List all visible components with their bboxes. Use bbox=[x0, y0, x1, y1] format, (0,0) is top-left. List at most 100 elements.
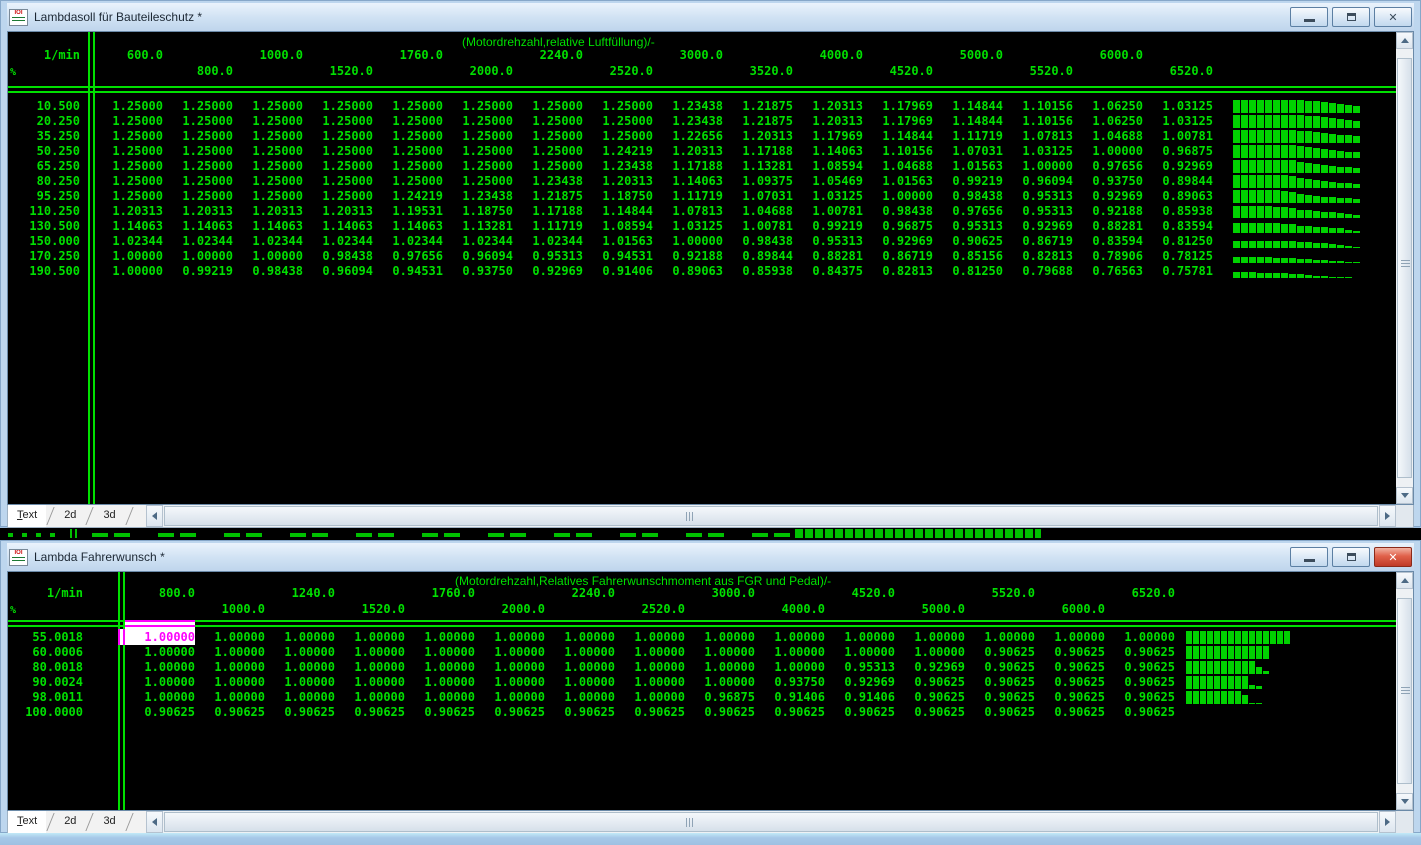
scroll-up-button[interactable] bbox=[1396, 572, 1413, 589]
horizontal-scroll-track[interactable] bbox=[162, 505, 1379, 527]
table-cell[interactable]: 0.94531 bbox=[602, 249, 653, 263]
table-cell[interactable]: 1.25000 bbox=[322, 174, 373, 188]
table-cell[interactable]: 1.25000 bbox=[252, 99, 303, 113]
scroll-right-button[interactable] bbox=[1379, 505, 1396, 527]
table-cell[interactable]: 1.14063 bbox=[672, 174, 723, 188]
vertical-scroll-track[interactable] bbox=[1396, 589, 1413, 793]
table-cell[interactable]: 0.90625 bbox=[144, 705, 195, 719]
tab-text[interactable]: Text bbox=[8, 505, 47, 527]
tab-2d[interactable]: 2d bbox=[64, 509, 77, 521]
table-cell[interactable]: 1.25000 bbox=[532, 114, 583, 128]
table-cell[interactable]: 0.84375 bbox=[812, 264, 863, 278]
table-cell[interactable]: 1.17188 bbox=[532, 204, 583, 218]
table-cell[interactable]: 1.00000 bbox=[882, 189, 933, 203]
table-cell[interactable]: 1.00000 bbox=[494, 675, 545, 689]
minimize-button[interactable] bbox=[1290, 7, 1328, 27]
table-cell[interactable]: 1.00000 bbox=[284, 660, 335, 674]
table-cell[interactable]: 1.00000 bbox=[284, 690, 335, 704]
table-cell[interactable]: 1.25000 bbox=[532, 129, 583, 143]
tab-text[interactable]: Text bbox=[8, 811, 47, 833]
table-cell[interactable]: 1.13281 bbox=[742, 159, 793, 173]
table-cell[interactable]: 1.13281 bbox=[462, 219, 513, 233]
table-cell[interactable]: 1.00000 bbox=[424, 630, 475, 644]
window-icon[interactable]: IOI bbox=[9, 8, 28, 26]
table-cell[interactable]: 0.90625 bbox=[914, 675, 965, 689]
table-cell[interactable]: 1.00000 bbox=[1054, 630, 1105, 644]
table-cell[interactable]: 1.03125 bbox=[1022, 144, 1073, 158]
table-cell[interactable]: 1.00000 bbox=[354, 660, 405, 674]
table-cell[interactable]: 1.00000 bbox=[774, 645, 825, 659]
table-cell[interactable]: 1.25000 bbox=[322, 129, 373, 143]
table-cell[interactable]: 1.19531 bbox=[392, 204, 443, 218]
table-cell[interactable]: 1.00000 bbox=[354, 630, 405, 644]
table-cell[interactable]: 1.00000 bbox=[284, 630, 335, 644]
table-cell[interactable]: 1.00000 bbox=[1022, 159, 1073, 173]
table-cell[interactable]: 1.25000 bbox=[252, 114, 303, 128]
table-cell[interactable]: 0.82813 bbox=[882, 264, 933, 278]
table-cell[interactable]: 1.00000 bbox=[704, 645, 755, 659]
table-cell[interactable]: 1.02344 bbox=[182, 234, 233, 248]
table-cell[interactable]: 1.25000 bbox=[112, 114, 163, 128]
table-cell[interactable]: 0.90625 bbox=[564, 705, 615, 719]
table-cell[interactable]: 0.94531 bbox=[392, 264, 443, 278]
table-cell[interactable]: 0.90625 bbox=[1054, 675, 1105, 689]
table-cell[interactable]: 1.14844 bbox=[952, 114, 1003, 128]
table-cell[interactable]: 0.93750 bbox=[1092, 174, 1143, 188]
table-cell[interactable]: 0.85938 bbox=[1162, 204, 1213, 218]
table-cell[interactable]: 1.02344 bbox=[392, 234, 443, 248]
table-cell[interactable]: 1.25000 bbox=[112, 159, 163, 173]
table-cell[interactable]: 0.95313 bbox=[1022, 189, 1073, 203]
table-cell[interactable]: 1.24219 bbox=[392, 189, 443, 203]
table-cell[interactable]: 1.25000 bbox=[252, 189, 303, 203]
table-cell[interactable]: 1.00000 bbox=[494, 690, 545, 704]
table-cell[interactable]: 1.07031 bbox=[742, 189, 793, 203]
table-cell[interactable]: 1.25000 bbox=[112, 99, 163, 113]
table-cell[interactable]: 1.00000 bbox=[634, 690, 685, 704]
table-cell[interactable]: 1.00000 bbox=[125, 627, 195, 645]
table-cell[interactable]: 1.17969 bbox=[882, 114, 933, 128]
table-cell[interactable]: 0.81250 bbox=[952, 264, 1003, 278]
table-cell[interactable]: 1.00000 bbox=[672, 234, 723, 248]
table-cell[interactable]: 0.89844 bbox=[742, 249, 793, 263]
table-cell[interactable]: 1.00000 bbox=[774, 660, 825, 674]
scroll-down-button[interactable] bbox=[1396, 487, 1413, 504]
table-cell[interactable]: 1.25000 bbox=[182, 144, 233, 158]
table-cell[interactable]: 1.17969 bbox=[812, 129, 863, 143]
table-cell[interactable]: 0.92969 bbox=[532, 264, 583, 278]
table-cell[interactable]: 1.10156 bbox=[1022, 114, 1073, 128]
table-cell[interactable]: 1.00000 bbox=[564, 660, 615, 674]
table-cell[interactable]: 0.96875 bbox=[1162, 144, 1213, 158]
table-cell[interactable]: 1.20313 bbox=[252, 204, 303, 218]
table-cell[interactable]: 1.23438 bbox=[672, 114, 723, 128]
table-cell[interactable]: 1.20313 bbox=[112, 204, 163, 218]
table-cell[interactable]: 1.05469 bbox=[812, 174, 863, 188]
table-cell[interactable]: 1.00781 bbox=[742, 219, 793, 233]
table-cell[interactable]: 1.25000 bbox=[112, 174, 163, 188]
table-cell[interactable]: 0.85938 bbox=[742, 264, 793, 278]
minimize-button[interactable] bbox=[1290, 547, 1328, 567]
table-cell[interactable]: 0.90625 bbox=[984, 690, 1035, 704]
table-cell[interactable]: 0.90625 bbox=[634, 705, 685, 719]
table-cell[interactable]: 1.14063 bbox=[252, 219, 303, 233]
table-cell[interactable]: 1.25000 bbox=[602, 129, 653, 143]
table-cell[interactable]: 1.00000 bbox=[182, 249, 233, 263]
table-cell[interactable]: 1.25000 bbox=[602, 99, 653, 113]
table-cell[interactable]: 0.92969 bbox=[914, 660, 965, 674]
table-cell[interactable]: 0.98438 bbox=[322, 249, 373, 263]
table-cell[interactable]: 1.25000 bbox=[392, 144, 443, 158]
table-cell[interactable]: 1.00000 bbox=[424, 675, 475, 689]
table-cell[interactable]: 1.25000 bbox=[462, 114, 513, 128]
table-cell[interactable]: 1.04688 bbox=[1092, 129, 1143, 143]
table-cell[interactable]: 0.90625 bbox=[914, 705, 965, 719]
table-cell[interactable]: 1.01563 bbox=[602, 234, 653, 248]
table-cell[interactable]: 1.04688 bbox=[742, 204, 793, 218]
table-cell[interactable]: 1.25000 bbox=[392, 174, 443, 188]
table-cell[interactable]: 1.00000 bbox=[494, 630, 545, 644]
table-cell[interactable]: 1.21875 bbox=[532, 189, 583, 203]
table-cell[interactable]: 1.00000 bbox=[704, 675, 755, 689]
table-cell[interactable]: 0.97656 bbox=[952, 204, 1003, 218]
table-cell[interactable]: 0.88281 bbox=[812, 249, 863, 263]
table-cell[interactable]: 1.00000 bbox=[144, 675, 195, 689]
table-cell[interactable]: 1.20313 bbox=[812, 99, 863, 113]
table-cell[interactable]: 0.82813 bbox=[1022, 249, 1073, 263]
